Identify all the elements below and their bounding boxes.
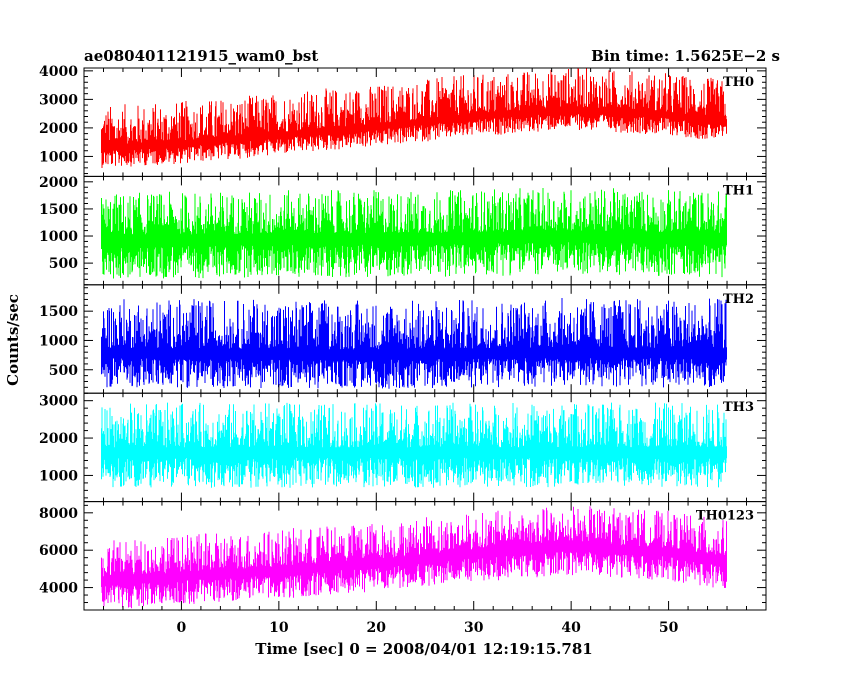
y-axis-title: Counts/sec (4, 294, 22, 386)
y-tick-label: 1500 (39, 202, 78, 218)
y-tick-label: 500 (49, 363, 78, 379)
y-tick-label: 1000 (39, 333, 78, 349)
x-tick-label: 50 (659, 620, 679, 636)
series-th1 (101, 188, 727, 279)
panel-label-th0123: TH0123 (696, 509, 754, 524)
y-tick-label: 2000 (39, 121, 78, 137)
x-tick-label: 30 (464, 620, 484, 636)
panel-th2: 500 1000 1500 TH2 (39, 284, 767, 394)
y-tick-label: 6000 (39, 543, 78, 559)
panels-group: 1000200030004000TH0500100015002000TH1500… (39, 64, 767, 636)
panel-th1: 500 1000 1500 2000 TH1 (39, 175, 767, 286)
y-tick-label: 1500 (39, 304, 78, 320)
observation-id-title: ae080401121915_wam0_bst (84, 47, 318, 65)
panel-th0123: 4000 6000 8000 TH0123 (39, 501, 767, 611)
x-tick-label: 10 (269, 620, 289, 636)
x-tick-label: 40 (561, 620, 581, 636)
panel-frame-th0123 (83, 501, 767, 611)
panel-label-th3: TH3 (723, 400, 754, 415)
panel-th3: 1000 2000 3000 TH3 (39, 392, 767, 503)
y-tick-label: 3000 (39, 92, 78, 108)
x-tick-label: 20 (367, 620, 387, 636)
x-axis-title: Time [sec] 0 = 2008/04/01 12:19:15.781 (255, 640, 592, 658)
y-tick-label: 8000 (39, 506, 78, 522)
x-tick-label: 0 (177, 620, 187, 636)
y-tick-label: 1000 (39, 468, 78, 484)
panel-label-th0: TH0 (723, 75, 754, 90)
y-tick-label: 500 (49, 256, 78, 272)
y-tick-label: 4000 (39, 581, 78, 597)
series-th0 (101, 68, 727, 168)
series-th0123 (101, 506, 727, 609)
y-tick-label: 2000 (39, 431, 78, 447)
series-th3 (101, 402, 727, 488)
y-tick-label: 2000 (39, 175, 78, 191)
y-tick-label: 3000 (39, 394, 78, 410)
y-tick-label: 4000 (39, 64, 78, 80)
panel-label-th2: TH2 (723, 292, 754, 307)
y-tick-label: 1000 (39, 229, 78, 245)
series-th2 (101, 298, 727, 389)
bin-time-title: Bin time: 1.5625E−2 s (591, 47, 780, 65)
panel-label-th1: TH1 (723, 183, 754, 198)
y-tick-label: 1000 (39, 149, 78, 165)
panel-th0: 1000 2000 3000 4000 TH0 (39, 64, 767, 177)
